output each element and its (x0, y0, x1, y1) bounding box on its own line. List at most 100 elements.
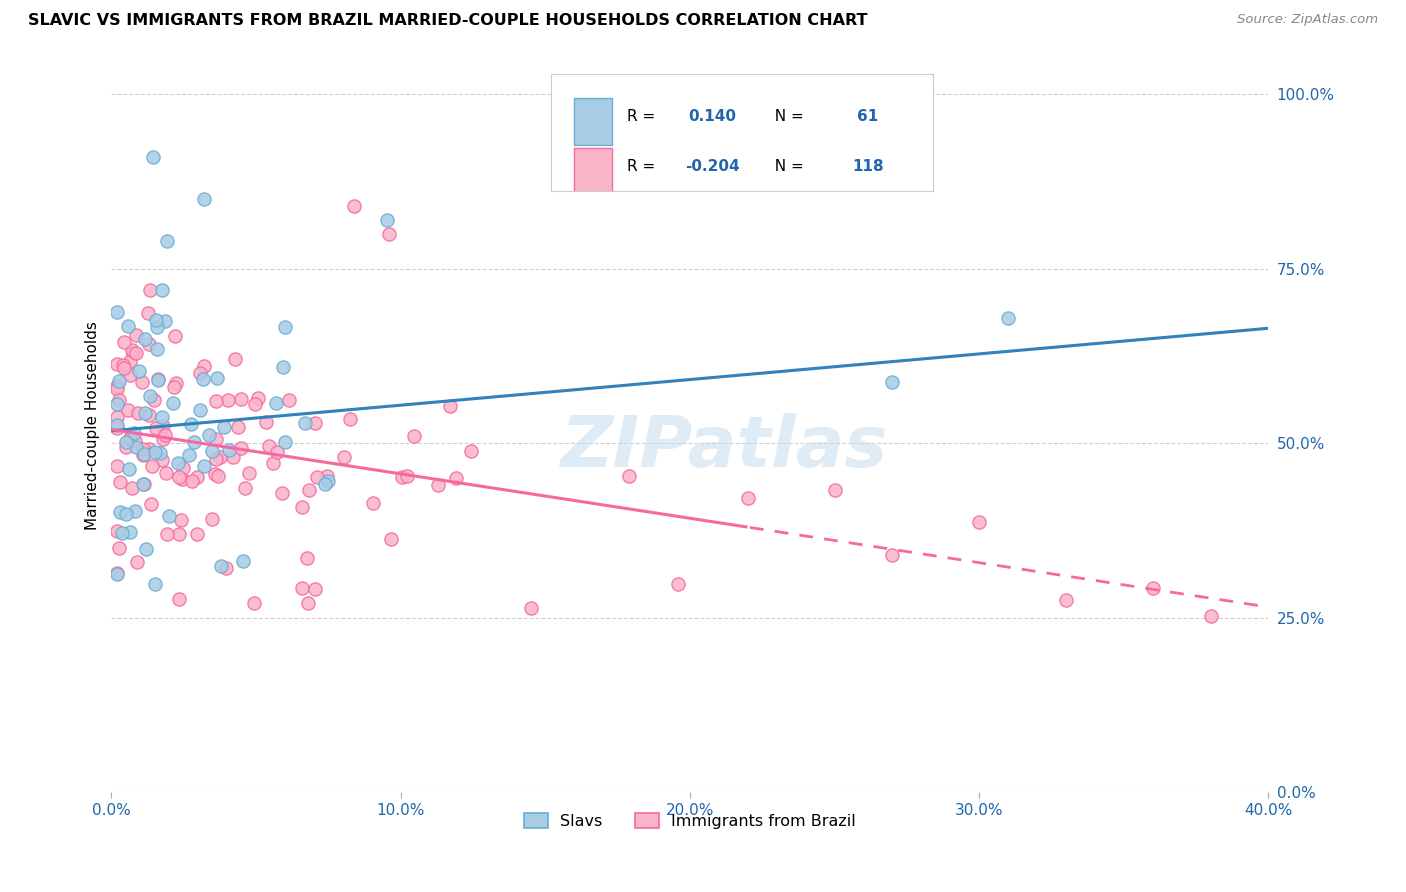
Point (882, 376, 904, 390)
Point (165, 376, 187, 390)
Point (105, 305, 128, 319)
Point (271, 486, 294, 500)
Point (439, 399, 461, 413)
Point (131, 375, 153, 389)
Point (114, 435, 136, 450)
Point (201, 443, 224, 458)
Point (152, 418, 174, 433)
Point (118, 431, 141, 445)
Point (882, 548, 904, 562)
Point (138, 283, 160, 297)
Point (391, 470, 413, 484)
Point (186, 527, 208, 541)
Point (226, 420, 249, 434)
Point (135, 541, 157, 556)
Point (150, 453, 173, 467)
Point (105, 410, 128, 425)
Point (134, 477, 156, 491)
Text: SLAVIC VS IMMIGRANTS FROM BRAZIL MARRIED-COUPLE HOUSEHOLDS CORRELATION CHART: SLAVIC VS IMMIGRANTS FROM BRAZIL MARRIED… (28, 13, 868, 29)
Point (136, 305, 159, 319)
Point (177, 449, 200, 463)
Point (138, 408, 160, 422)
Point (111, 525, 134, 540)
Point (115, 440, 138, 454)
Point (105, 566, 128, 581)
Point (148, 373, 170, 387)
Point (188, 403, 211, 417)
Point (229, 392, 252, 406)
Point (205, 393, 228, 408)
Point (193, 359, 215, 373)
Point (172, 472, 194, 486)
Point (105, 382, 128, 396)
Point (186, 469, 208, 483)
Point (162, 396, 184, 410)
Point (152, 433, 174, 447)
Point (121, 343, 143, 357)
Point (264, 396, 287, 410)
Point (114, 334, 136, 349)
Point (380, 532, 402, 546)
Point (180, 417, 202, 431)
Point (142, 150, 165, 164)
Point (247, 391, 270, 405)
Point (304, 582, 326, 596)
Point (1054, 592, 1077, 607)
Point (155, 466, 177, 480)
Point (134, 447, 156, 461)
Point (128, 364, 150, 378)
Point (193, 372, 215, 386)
Point (170, 513, 193, 527)
Point (1142, 581, 1164, 595)
Point (120, 353, 142, 368)
Point (157, 508, 180, 523)
Point (305, 470, 328, 484)
Point (124, 328, 146, 343)
Point (188, 366, 211, 380)
Point (266, 445, 288, 459)
Point (138, 442, 160, 457)
Point (125, 345, 148, 359)
Point (112, 360, 135, 375)
Point (124, 504, 146, 518)
Point (150, 283, 173, 297)
Point (145, 421, 167, 435)
Point (1199, 608, 1222, 623)
Point (396, 469, 419, 483)
Point (218, 393, 240, 408)
Point (122, 425, 145, 440)
Point (105, 417, 128, 432)
Point (314, 476, 336, 491)
Point (146, 319, 169, 334)
Point (143, 445, 166, 459)
Point (222, 450, 245, 464)
Point (204, 432, 226, 446)
Point (201, 512, 224, 526)
Point (377, 213, 399, 227)
Point (361, 496, 384, 510)
Point (238, 466, 260, 480)
Point (274, 319, 297, 334)
Point (167, 469, 190, 483)
Point (105, 421, 128, 435)
Point (229, 441, 252, 455)
Point (121, 481, 143, 495)
Point (298, 483, 321, 498)
Point (209, 559, 232, 574)
Point (619, 469, 641, 483)
Point (105, 566, 128, 581)
Point (117, 318, 139, 333)
Point (207, 371, 229, 385)
Point (193, 192, 215, 206)
Point (333, 450, 356, 465)
Point (139, 389, 162, 403)
Point (212, 420, 235, 434)
Point (824, 483, 846, 497)
Point (118, 368, 141, 382)
Point (107, 392, 129, 407)
Point (342, 199, 364, 213)
Point (254, 415, 277, 429)
Point (108, 475, 131, 489)
Point (997, 311, 1019, 326)
Point (125, 440, 148, 454)
